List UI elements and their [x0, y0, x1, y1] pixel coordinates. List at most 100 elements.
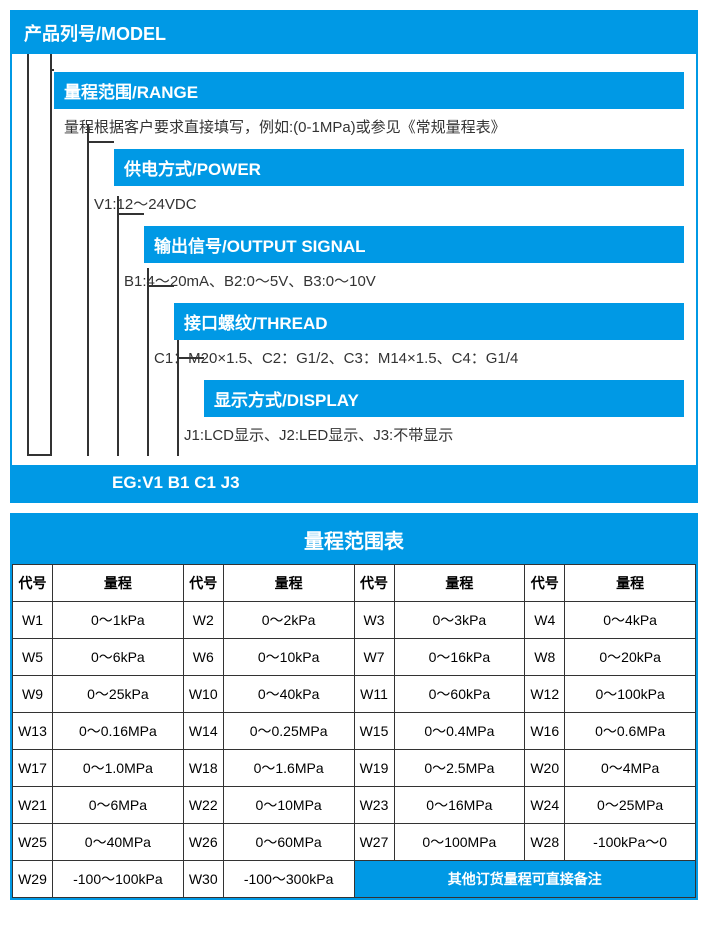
code-cell: W4: [525, 602, 565, 639]
value-cell: 0～10MPa: [223, 787, 354, 824]
table-row: W50～6kPaW60～10kPaW70～16kPaW80～20kPa: [13, 639, 696, 676]
code-cell: W9: [13, 676, 53, 713]
code-cell: W10: [183, 676, 223, 713]
table-row: W210～6MPaW220～10MPaW230～16MPaW240～25MPa: [13, 787, 696, 824]
tree-vline: [87, 124, 89, 456]
col-header-code: 代号: [354, 565, 394, 602]
model-section: 产品列号/MODEL 量程范围/RANGE量程根据客户要求直接填写，例如:(0-…: [10, 10, 698, 503]
tree-hline: [147, 285, 174, 287]
tree-hline: [117, 213, 144, 215]
code-cell: W25: [13, 824, 53, 861]
value-cell: 0～60kPa: [394, 676, 525, 713]
value-cell: 0～4MPa: [565, 750, 696, 787]
table-row: W29-100～100kPaW30-100～300kPa其他订货量程可直接备注: [13, 861, 696, 898]
row-header: 显示方式/DISPLAY: [204, 380, 684, 417]
tree-row: 接口螺纹/THREADC1：M20×1.5、C2：G1/2、C3：M14×1.5…: [24, 303, 684, 374]
table-row: W10～1kPaW20～2kPaW30～3kPaW40～4kPa: [13, 602, 696, 639]
value-cell: 0～0.6MPa: [565, 713, 696, 750]
row-header: 接口螺纹/THREAD: [174, 303, 684, 340]
value-cell: 0～100MPa: [394, 824, 525, 861]
value-cell: 0～10kPa: [223, 639, 354, 676]
range-table: 代号量程代号量程代号量程代号量程 W10～1kPaW20～2kPaW30～3kP…: [12, 564, 696, 898]
tree-row: 输出信号/OUTPUT SIGNALB1:4～20mA、B2:0～5V、B3:0…: [24, 226, 684, 297]
col-header-value: 量程: [53, 565, 184, 602]
code-cell: W13: [13, 713, 53, 750]
value-cell: 0～16MPa: [394, 787, 525, 824]
tree-row: 供电方式/POWERV1:12～24VDC: [24, 149, 684, 220]
code-cell: W24: [525, 787, 565, 824]
row-content: J1:LCD显示、J2:LED显示、J3:不带显示: [174, 417, 684, 451]
code-cell: W8: [525, 639, 565, 676]
tree-vline: [50, 54, 52, 456]
row-content: B1:4～20mA、B2:0～5V、B3:0～10V: [114, 263, 684, 297]
code-cell: W28: [525, 824, 565, 861]
value-cell: 0～6kPa: [53, 639, 184, 676]
row-content: 量程根据客户要求直接填写，例如:(0-1MPa)或参见《常规量程表》: [54, 109, 684, 143]
tree-vline: [147, 268, 149, 456]
value-cell: -100～100kPa: [53, 861, 184, 898]
value-cell: 0～20kPa: [565, 639, 696, 676]
value-cell: 0～0.16MPa: [53, 713, 184, 750]
col-header-code: 代号: [183, 565, 223, 602]
code-cell: W15: [354, 713, 394, 750]
code-cell: W11: [354, 676, 394, 713]
code-cell: W29: [13, 861, 53, 898]
footer-note: 其他订货量程可直接备注: [354, 861, 696, 898]
code-cell: W3: [354, 602, 394, 639]
code-cell: W19: [354, 750, 394, 787]
value-cell: -100～300kPa: [223, 861, 354, 898]
code-cell: W17: [13, 750, 53, 787]
code-cell: W30: [183, 861, 223, 898]
value-cell: 0～0.4MPa: [394, 713, 525, 750]
value-cell: 0～2.5MPa: [394, 750, 525, 787]
value-cell: 0～60MPa: [223, 824, 354, 861]
col-header-value: 量程: [565, 565, 696, 602]
code-cell: W7: [354, 639, 394, 676]
value-cell: 0～25MPa: [565, 787, 696, 824]
value-cell: 0～0.25MPa: [223, 713, 354, 750]
example-row: EG:V1 B1 C1 J3: [12, 465, 696, 501]
value-cell: 0～25kPa: [53, 676, 184, 713]
value-cell: 0～2kPa: [223, 602, 354, 639]
col-header-value: 量程: [394, 565, 525, 602]
value-cell: -100kPa～0: [565, 824, 696, 861]
code-cell: W18: [183, 750, 223, 787]
value-cell: 0～16kPa: [394, 639, 525, 676]
value-cell: 0～40kPa: [223, 676, 354, 713]
value-cell: 0～4kPa: [565, 602, 696, 639]
table-row: W170～1.0MPaW180～1.6MPaW190～2.5MPaW200～4M…: [13, 750, 696, 787]
row-header: 供电方式/POWER: [114, 149, 684, 186]
tree-area: 量程范围/RANGE量程根据客户要求直接填写，例如:(0-1MPa)或参见《常规…: [12, 54, 696, 465]
code-cell: W22: [183, 787, 223, 824]
table-row: W90～25kPaW100～40kPaW110～60kPaW120～100kPa: [13, 676, 696, 713]
code-cell: W16: [525, 713, 565, 750]
range-table-title: 量程范围表: [12, 515, 696, 564]
code-cell: W2: [183, 602, 223, 639]
value-cell: 0～6MPa: [53, 787, 184, 824]
value-cell: 0～100kPa: [565, 676, 696, 713]
row-content: V1:12～24VDC: [84, 186, 684, 220]
tree-row: 量程范围/RANGE量程根据客户要求直接填写，例如:(0-1MPa)或参见《常规…: [24, 72, 684, 143]
tree-vline: [117, 196, 119, 456]
value-cell: 0～1.6MPa: [223, 750, 354, 787]
code-cell: W6: [183, 639, 223, 676]
code-cell: W20: [525, 750, 565, 787]
tree-row: 显示方式/DISPLAYJ1:LCD显示、J2:LED显示、J3:不带显示: [24, 380, 684, 451]
range-table-section: 量程范围表 代号量程代号量程代号量程代号量程 W10～1kPaW20～2kPaW…: [10, 513, 698, 900]
row-content: C1：M20×1.5、C2：G1/2、C3：M14×1.5、C4：G1/4: [144, 340, 684, 374]
col-header-code: 代号: [13, 565, 53, 602]
value-cell: 0～1.0MPa: [53, 750, 184, 787]
code-cell: W14: [183, 713, 223, 750]
row-header: 输出信号/OUTPUT SIGNAL: [144, 226, 684, 263]
code-cell: W23: [354, 787, 394, 824]
code-cell: W1: [13, 602, 53, 639]
tree-hline: [177, 357, 204, 359]
value-cell: 0～40MPa: [53, 824, 184, 861]
model-title: 产品列号/MODEL: [12, 12, 696, 54]
row-header: 量程范围/RANGE: [54, 72, 684, 109]
code-cell: W5: [13, 639, 53, 676]
code-cell: W27: [354, 824, 394, 861]
code-cell: W21: [13, 787, 53, 824]
code-cell: W26: [183, 824, 223, 861]
col-header-value: 量程: [223, 565, 354, 602]
